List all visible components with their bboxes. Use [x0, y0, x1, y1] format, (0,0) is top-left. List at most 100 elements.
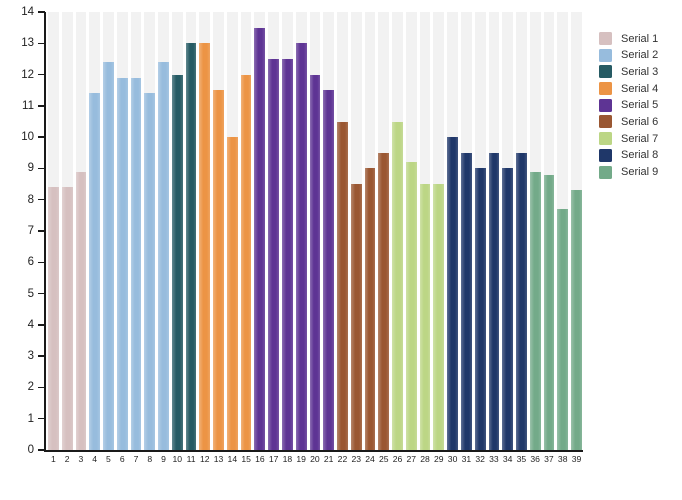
x-tick-label: 14: [227, 454, 238, 464]
x-tick-label: 8: [147, 454, 153, 464]
y-tick-mark: [38, 73, 45, 76]
category-stripe: [460, 12, 472, 450]
legend-item-serial-2[interactable]: Serial 2: [599, 48, 659, 62]
y-tick-mark: [38, 105, 45, 107]
x-tick-label: 30: [447, 454, 458, 464]
category-stripe: [405, 12, 417, 450]
y-tick-label: 6: [27, 256, 34, 269]
x-tick-label: 15: [241, 454, 251, 464]
x-axis-line: [44, 450, 583, 452]
legend-item-serial-3[interactable]: Serial 3: [599, 65, 658, 79]
legend-item-serial-7[interactable]: Serial 7: [599, 132, 659, 146]
x-tick-label: 27: [406, 454, 417, 464]
y-tick-mark: [38, 11, 45, 13]
bar-serial-5-cat-16: [254, 27, 266, 450]
legend-label: Serial 7: [621, 132, 659, 145]
category-stripe: [474, 12, 486, 450]
y-tick-label: 14: [21, 6, 34, 18]
x-tick-label: 9: [161, 454, 166, 464]
y-tick-label: 4: [27, 318, 34, 331]
category-stripe: [171, 12, 183, 450]
bar-serial-9-cat-36: [529, 171, 541, 450]
bar-serial-1-cat-1: [48, 187, 59, 450]
legend-item-serial-1[interactable]: Serial 1: [599, 32, 658, 45]
plot-area: [48, 12, 582, 450]
category-stripe: [89, 12, 101, 450]
legend-swatch-icon: [599, 82, 612, 96]
legend-item-serial-5[interactable]: Serial 5: [599, 98, 658, 112]
bar-serial-5-cat-20: [309, 74, 321, 450]
category-stripe: [364, 12, 376, 450]
y-axis-line: [44, 12, 46, 452]
x-tick-label: 7: [133, 454, 139, 464]
bar-serial-1-cat-2: [61, 187, 73, 450]
legend-label: Serial 2: [621, 49, 659, 62]
legend-item-serial-8[interactable]: Serial 8: [599, 148, 658, 162]
bar-serial-7-cat-28: [419, 184, 431, 450]
x-tick-label: 38: [557, 454, 568, 464]
x-tick-label: 5: [106, 454, 111, 464]
legend-swatch-icon: [599, 132, 612, 146]
bar-serial-8-cat-34: [502, 168, 514, 450]
bar-serial-2-cat-6: [116, 77, 128, 450]
category-stripe: [282, 12, 293, 450]
bar-serial-6-cat-24: [364, 168, 376, 450]
category-stripe: [185, 12, 197, 450]
category-stripe: [75, 12, 87, 450]
bar-serial-3-cat-10: [171, 74, 183, 450]
legend-item-serial-9[interactable]: Serial 9: [599, 165, 658, 179]
category-stripe: [557, 12, 569, 450]
y-tick-label: 5: [27, 287, 34, 300]
x-tick-label: 37: [544, 454, 554, 464]
category-stripe: [516, 12, 527, 450]
legend-swatch-icon: [599, 32, 612, 45]
legend-swatch-icon: [599, 48, 612, 62]
category-stripe: [571, 12, 582, 450]
category-stripe: [309, 12, 321, 450]
bar-serial-5-cat-17: [268, 58, 280, 450]
bar-serial-2-cat-5: [103, 62, 114, 450]
y-tick-mark: [38, 417, 45, 420]
legend-swatch-icon: [599, 165, 612, 179]
category-stripe: [392, 12, 403, 450]
category-stripe: [130, 12, 142, 450]
y-tick-mark: [38, 198, 45, 201]
category-stripe: [419, 12, 431, 450]
bar-serial-6-cat-25: [378, 152, 390, 450]
y-tick-label: 3: [27, 350, 34, 363]
bar-serial-2-cat-9: [158, 62, 169, 450]
x-tick-label: 31: [461, 454, 472, 464]
y-tick-mark: [38, 167, 45, 170]
x-tick-label: 3: [78, 454, 84, 464]
y-tick-label: 0: [27, 444, 34, 456]
x-tick-label: 18: [282, 454, 293, 464]
bar-serial-9-cat-37: [543, 174, 555, 450]
y-tick-label: 9: [27, 162, 34, 175]
x-tick-label: 22: [337, 454, 348, 464]
x-tick-label: 11: [186, 454, 196, 464]
y-tick-mark: [38, 324, 45, 326]
category-stripe: [488, 12, 500, 450]
x-tick-label: 1: [50, 454, 56, 464]
category-stripe: [226, 12, 238, 450]
x-tick-label: 17: [268, 454, 279, 464]
bar-serial-5-cat-18: [282, 58, 293, 450]
x-tick-label: 34: [502, 454, 513, 464]
legend-swatch-icon: [599, 148, 612, 162]
category-stripe: [337, 12, 348, 450]
bar-serial-4-cat-12: [199, 43, 211, 450]
x-tick-label: 12: [200, 454, 210, 464]
x-axis-labels: 1 2 3 4 5 6 7 8 9 10 11 12 13 14 15 16 17 18 19 20 21 22 23 24 2…: [48, 454, 582, 464]
bar-serial-4-cat-15: [240, 74, 252, 450]
legend-label: Serial 4: [621, 82, 659, 95]
bar-serial-5-cat-19: [295, 43, 307, 450]
legend-item-serial-6[interactable]: Serial 6: [599, 115, 659, 129]
x-tick-label: 29: [434, 454, 444, 464]
legend-item-serial-4[interactable]: Serial 4: [599, 82, 659, 96]
bar-serial-7-cat-26: [392, 121, 403, 450]
category-stripe: [378, 12, 390, 450]
legend-label: Serial 6: [621, 115, 659, 128]
bar-serial-8-cat-31: [460, 152, 472, 450]
bar-serial-8-cat-30: [447, 137, 458, 450]
